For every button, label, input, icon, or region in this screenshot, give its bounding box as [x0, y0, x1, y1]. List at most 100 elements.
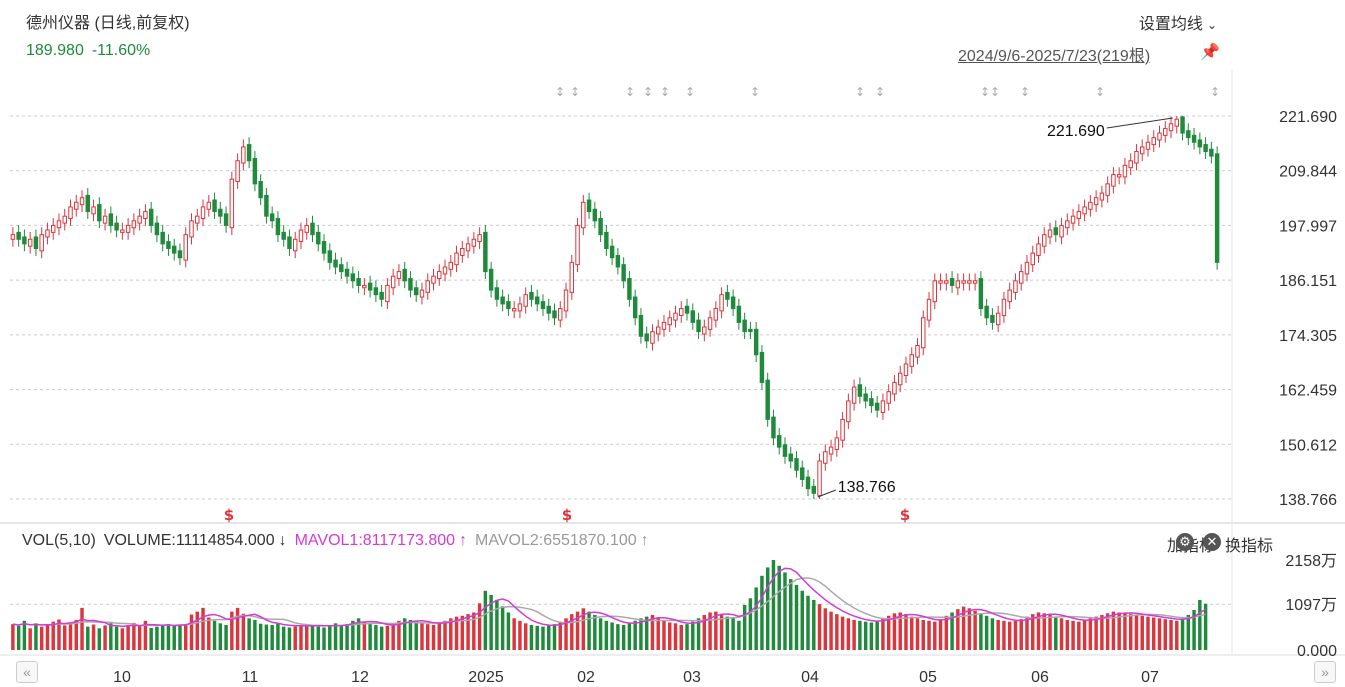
candle-body	[1030, 252, 1035, 266]
volume-bar	[230, 611, 234, 650]
candle-body	[938, 280, 943, 284]
set-ma-label: 设置均线	[1138, 16, 1203, 33]
candle-body	[1209, 148, 1214, 157]
candle-body	[713, 308, 719, 321]
volume-bar	[333, 623, 338, 650]
price-tick-label: 209.844	[1279, 164, 1337, 181]
candle-body	[408, 278, 413, 291]
volume-bar	[1007, 621, 1012, 650]
candle-body	[644, 333, 649, 342]
volume-bar	[904, 614, 908, 650]
gear-icon[interactable]: ⚙	[1176, 533, 1194, 551]
volume-bar	[143, 620, 148, 650]
volume-bar	[22, 620, 27, 650]
candle-body	[961, 280, 966, 284]
candle-body	[972, 280, 978, 284]
event-marker-icon: ↕	[570, 85, 580, 99]
volume-bar	[391, 624, 395, 650]
candle-body	[702, 326, 707, 335]
volume-bar	[541, 626, 545, 650]
candle-body	[511, 308, 517, 312]
volume-bar	[679, 624, 683, 650]
candle-body	[160, 231, 165, 245]
candle-body	[460, 248, 465, 256]
candle-body	[189, 220, 194, 238]
candle-body	[1134, 151, 1139, 164]
volume-bar	[725, 616, 730, 650]
candle-body	[1036, 243, 1041, 256]
dividend-marker-icon: $	[900, 506, 910, 524]
candle-body	[39, 234, 44, 252]
volume-bar	[253, 619, 257, 650]
price-readout: 189.980 -11.60%	[26, 42, 158, 60]
volume-bar	[979, 613, 983, 650]
candle-body	[316, 231, 321, 245]
volume-bar	[627, 623, 632, 650]
volume-bar	[789, 579, 793, 650]
volume-bar	[933, 621, 937, 650]
volume-bar	[1123, 613, 1127, 650]
volume-bar	[374, 624, 378, 650]
volume-tick-label: 1097万	[1285, 597, 1337, 614]
candle-body	[1047, 229, 1053, 238]
volume-bar	[477, 603, 482, 650]
volume-bar	[247, 618, 251, 650]
volume-bar	[472, 612, 476, 650]
volume-bar	[276, 622, 280, 650]
mavol2-arrow: ↑	[640, 532, 649, 549]
candle-body	[258, 181, 263, 199]
event-marker-icon: ↕	[750, 85, 760, 99]
volume-bar	[495, 599, 499, 650]
x-tick-label: 10	[113, 669, 131, 686]
candle-body	[1007, 289, 1012, 303]
candle-body	[753, 328, 759, 356]
scroll-left-button[interactable]: «	[16, 661, 38, 683]
volume-bar	[270, 624, 274, 650]
volume-bar	[593, 614, 597, 650]
volume-bar	[760, 575, 764, 650]
volume-bar	[610, 622, 614, 650]
candle-body	[79, 197, 85, 206]
candle-body	[921, 317, 926, 349]
volume-bar	[990, 618, 995, 650]
candle-body	[235, 160, 240, 183]
pin-icon[interactable]: 📌	[1200, 44, 1220, 61]
candle-body	[673, 312, 678, 321]
candle-body	[10, 234, 16, 240]
volume-bar	[287, 627, 292, 650]
candle-body	[212, 199, 217, 213]
x-tick-label: 05	[919, 669, 937, 686]
volume-bar	[529, 624, 534, 650]
candle-body	[615, 254, 621, 268]
scroll-right-button[interactable]: »	[1314, 661, 1336, 683]
volume-bar	[397, 620, 401, 650]
volume-bar	[961, 606, 966, 650]
volume-bar	[310, 625, 315, 650]
candle-body	[909, 354, 914, 367]
candle-body	[171, 245, 177, 254]
candle-body	[823, 451, 828, 464]
date-range-link[interactable]: 2024/9/6-2025/7/23(219根)	[958, 48, 1151, 65]
candle-body	[609, 245, 615, 259]
volume-bar	[1042, 613, 1046, 650]
candle-body	[125, 224, 131, 233]
switch-indicator-button[interactable]: 换指标	[1224, 538, 1273, 555]
volume-bar	[466, 614, 470, 650]
set-ma-button[interactable]: 设置均线 ⌄	[1139, 10, 1217, 34]
close-icon[interactable]: ✕	[1203, 533, 1221, 551]
volume-bar	[570, 614, 574, 650]
candle-body	[1053, 227, 1059, 236]
candle-body	[50, 224, 56, 233]
candle-body	[310, 222, 315, 236]
volume-bar	[840, 616, 845, 650]
candle-body	[45, 229, 50, 238]
volume-bar	[126, 624, 130, 650]
candle-body	[679, 308, 684, 316]
candle-body	[1163, 127, 1168, 136]
candle-body	[967, 280, 972, 284]
volume-bar	[1192, 609, 1196, 650]
volume-bar	[817, 604, 822, 650]
candle-body	[442, 266, 448, 275]
event-marker-icon: ↕	[685, 85, 695, 99]
